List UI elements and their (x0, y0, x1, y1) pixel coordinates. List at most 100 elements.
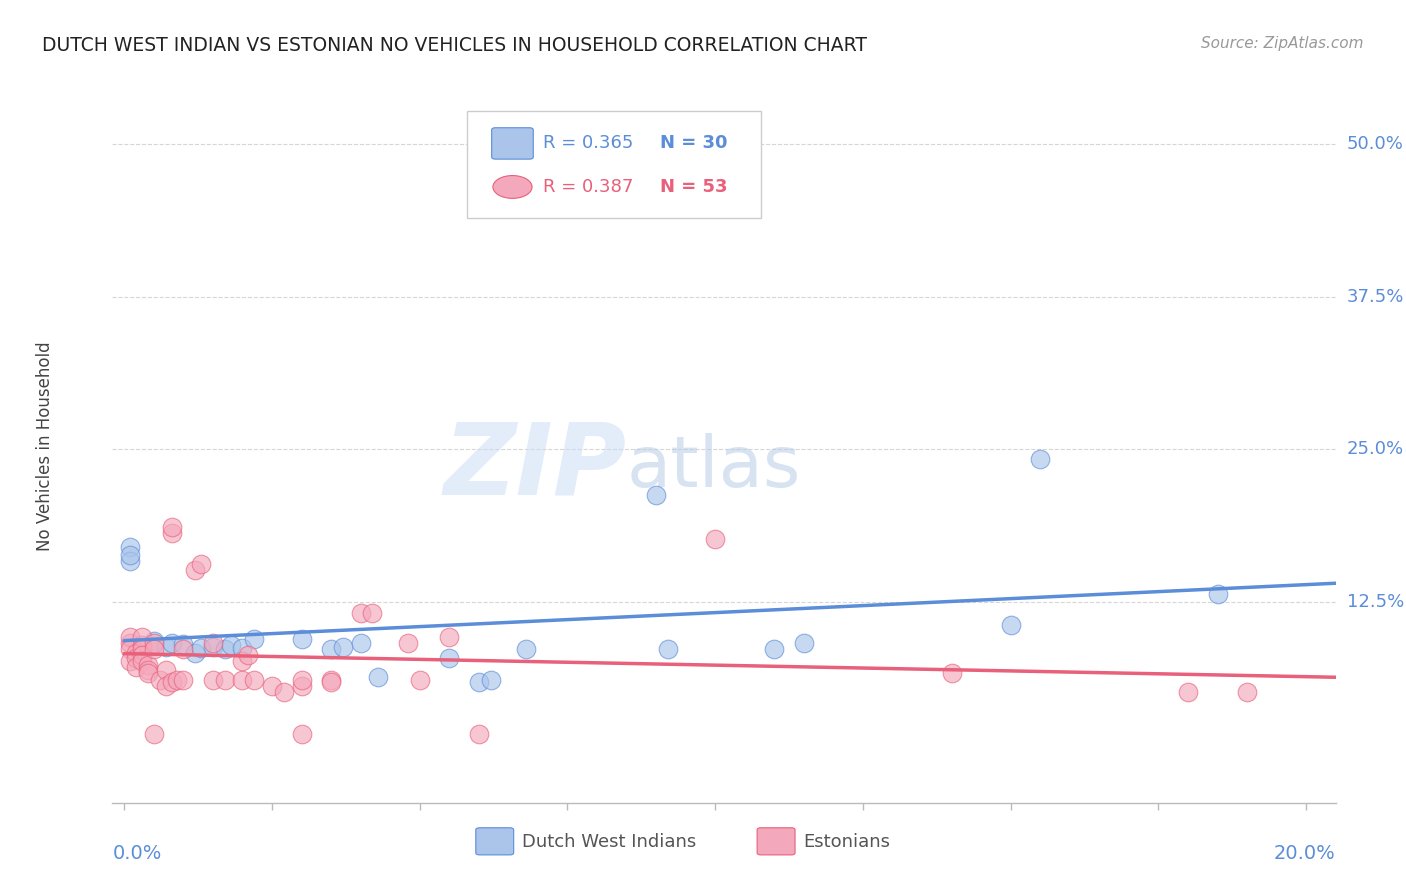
Point (657, 642, 679, 657)
Point (125, 650, 148, 665)
Point (479, 673, 502, 687)
Point (704, 533, 727, 547)
Point (125, 646, 148, 660)
Text: 37.5%: 37.5% (1347, 287, 1405, 306)
Point (214, 642, 236, 657)
Point (1236, 685, 1258, 699)
Point (155, 640, 177, 654)
Point (166, 673, 188, 687)
Point (120, 654, 142, 668)
Point (131, 639, 153, 653)
Text: 12.5%: 12.5% (1347, 592, 1405, 610)
Point (120, 630, 142, 644)
Point (149, 673, 172, 687)
Text: N = 53: N = 53 (661, 178, 728, 196)
Point (645, 488, 668, 502)
FancyBboxPatch shape (756, 828, 794, 855)
Point (273, 685, 295, 699)
Point (190, 557, 212, 571)
Point (120, 548, 142, 562)
Text: Estonians: Estonians (804, 833, 890, 851)
Point (350, 606, 373, 620)
Point (290, 727, 312, 741)
FancyBboxPatch shape (492, 128, 533, 159)
Point (332, 640, 354, 654)
Text: N = 30: N = 30 (661, 135, 728, 153)
Point (142, 633, 165, 648)
Point (219, 639, 242, 653)
Text: No Vehicles in Household: No Vehicles in Household (37, 341, 55, 551)
Point (142, 642, 165, 657)
Point (941, 666, 963, 681)
Point (439, 650, 461, 665)
Text: Source: ZipAtlas.com: Source: ZipAtlas.com (1201, 36, 1364, 51)
Point (231, 673, 253, 687)
Point (136, 666, 159, 681)
Point (290, 679, 312, 693)
Point (131, 630, 153, 644)
Point (321, 675, 343, 690)
Point (290, 673, 312, 687)
Text: Dutch West Indians: Dutch West Indians (522, 833, 696, 851)
Point (172, 642, 194, 657)
Point (231, 654, 253, 668)
Text: R = 0.387: R = 0.387 (543, 178, 634, 196)
Point (125, 660, 148, 674)
Text: ZIP: ZIP (443, 419, 626, 516)
Point (231, 640, 253, 655)
Text: 50.0%: 50.0% (1347, 135, 1403, 153)
Point (160, 636, 183, 650)
Point (131, 642, 153, 657)
Point (172, 637, 194, 651)
Point (136, 657, 159, 672)
Point (361, 606, 384, 620)
Point (243, 632, 266, 647)
Point (214, 673, 236, 687)
Point (120, 642, 142, 657)
Point (396, 636, 419, 650)
Circle shape (494, 176, 531, 198)
Point (409, 673, 432, 687)
Point (238, 648, 260, 663)
Text: atlas: atlas (626, 433, 800, 502)
Point (350, 636, 373, 650)
Point (160, 526, 183, 541)
Point (160, 520, 183, 534)
Point (131, 648, 153, 663)
Point (1029, 451, 1052, 466)
Text: R = 0.365: R = 0.365 (543, 135, 634, 153)
FancyBboxPatch shape (475, 828, 513, 855)
Point (243, 673, 266, 687)
Point (120, 540, 142, 554)
Text: DUTCH WEST INDIAN VS ESTONIAN NO VEHICLES IN HOUSEHOLD CORRELATION CHART: DUTCH WEST INDIAN VS ESTONIAN NO VEHICLE… (42, 36, 868, 54)
Point (321, 673, 343, 687)
Point (468, 675, 491, 690)
Point (1000, 617, 1022, 632)
Point (120, 554, 142, 568)
Point (184, 646, 207, 660)
Point (190, 640, 212, 655)
Point (201, 636, 224, 650)
Point (321, 642, 343, 657)
Point (763, 642, 786, 657)
Point (260, 679, 283, 693)
FancyBboxPatch shape (467, 111, 761, 218)
Point (136, 663, 159, 677)
Point (515, 642, 537, 657)
Text: 25.0%: 25.0% (1347, 440, 1405, 458)
Point (201, 640, 224, 654)
Point (201, 673, 224, 687)
Point (468, 727, 491, 741)
Point (160, 675, 183, 690)
Point (155, 679, 177, 693)
Text: 0.0%: 0.0% (112, 845, 162, 863)
Point (793, 636, 815, 650)
Text: 20.0%: 20.0% (1274, 845, 1336, 863)
Point (142, 727, 165, 741)
Point (131, 654, 153, 668)
Point (155, 663, 177, 677)
Point (120, 636, 142, 650)
Point (367, 670, 389, 684)
Point (1177, 685, 1199, 699)
Point (439, 630, 461, 644)
